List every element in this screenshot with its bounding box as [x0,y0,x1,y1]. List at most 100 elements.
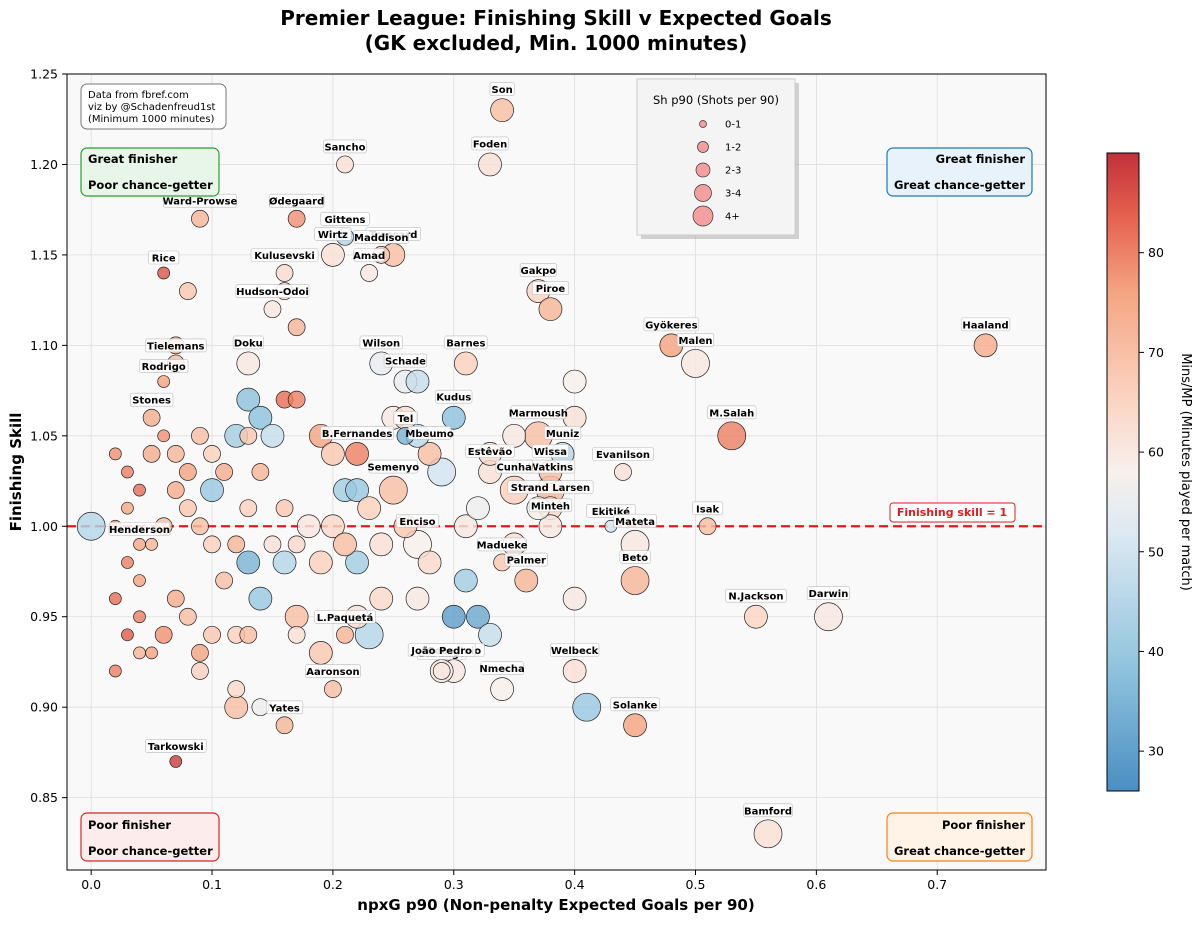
quadrant-bottom-left-line-2: Poor chance-getter [88,844,213,858]
colorbar-label: Mins/MP (Minutes played per match) [1178,353,1193,591]
point-label-box [543,426,582,440]
colorbar-tick-label: 60 [1148,445,1164,460]
scatter-point [345,478,369,502]
player-point [514,568,539,593]
x-axis-label: npxG p90 (Non-penalty Expected Goals per… [357,896,754,914]
point-label-box [643,317,700,332]
point-label-box [392,411,418,425]
scatter-point [166,589,185,608]
scatter-point [287,625,306,644]
scatter-point [203,535,221,554]
quadrant-bottom-right-line-1: Poor finisher [942,818,1025,832]
point-label: M.Salah [709,408,754,419]
quadrant-bottom-right: Poor finisher Great chance-getter [886,812,1033,862]
point-label-box [139,359,189,373]
point-label: Minteh [531,501,570,512]
point-label: Darwin [809,589,849,600]
size-legend-label: 2-3 [725,166,741,177]
scatter-point [191,662,209,680]
point-label-box [235,284,310,298]
source-note-line-3: (Minimum 1000 minutes) [88,114,215,125]
point-label: Rodrigo [142,362,186,373]
scatter-point [572,692,602,722]
point-label: Cunha [496,463,531,474]
scatter-point [321,514,345,539]
scatter-point [357,496,382,521]
player-point [263,300,282,319]
scatter-point [248,405,273,430]
point-label-box [465,444,515,458]
y-tick-label: 1.10 [30,338,58,353]
scatter-point [133,574,146,587]
player-point [360,264,379,282]
player-point [169,755,183,768]
point-label: Solanke [613,700,658,711]
point-label-box [320,426,394,440]
y-tick-label: 1.25 [30,67,58,82]
scatter-point [466,496,490,521]
point-label-box [743,803,793,818]
scatter-point [203,445,221,463]
scatter-point [287,318,306,337]
player-point [275,264,294,282]
scatter-point [236,387,261,412]
x-tick-label: 0.5 [686,877,706,892]
point-label: Welbeck [551,646,599,657]
point-label: Hudson-Odoi [236,287,309,298]
size-legend: Sh p90 (Shots per 90) 0-1 1-2 2-3 3-4 4+ [636,78,799,239]
point-label: Son [492,85,513,96]
point-label-box [592,447,654,461]
point-label-box [368,459,418,474]
scatter-point [142,445,161,463]
point-label: Aaronson [306,667,359,678]
point-label-box [495,459,533,474]
point-label: Wirtz [318,230,348,241]
point-label: Tel [398,414,414,425]
point-label: Gittens [324,215,365,226]
scatter-point [308,641,333,665]
player-point [336,625,354,644]
reference-line-label-text: Finishing skill = 1 [897,506,1007,519]
scatter-point [284,604,309,629]
scatter-point [121,628,134,642]
size-legend-label: 3-4 [725,189,741,200]
point-label: Haaland [962,320,1008,331]
size-legend-label: 4+ [725,212,740,223]
player-point [142,408,161,427]
point-label: Stones [132,396,171,407]
scatter-point [215,463,233,481]
scatter-point [296,514,321,539]
point-label-box [610,697,660,712]
scatter-point [260,423,285,448]
quadrant-top-left-line-1: Great finisher [88,152,178,166]
point-label: Barnes [446,338,485,349]
scatter-point [145,646,158,660]
player-point [478,152,502,177]
scatter-point [239,426,258,445]
player-point [441,405,466,430]
player-point [321,243,345,267]
player-point [698,517,717,536]
point-label-box [531,281,570,295]
point-label: Foden [473,139,507,150]
point-label-box [477,537,527,552]
point-label: João Pedro [410,646,472,657]
point-label-box [480,661,524,675]
point-label-box [130,392,174,407]
scatter-point [478,622,502,647]
scatter-point [369,532,394,557]
colorbar-tick-label: 30 [1148,744,1164,759]
scatter-point [179,607,197,626]
colorbar-tick-label: 50 [1148,544,1164,559]
player-point [814,602,843,632]
chart-title: Premier League: Finishing Skill v Expect… [280,6,832,30]
point-label: Schade [385,357,426,368]
size-legend-label: 0-1 [725,120,741,131]
x-tick-label: 0.2 [323,877,343,892]
point-label-box [692,501,724,516]
point-label-box [320,212,370,226]
point-label: Wissa [534,447,567,458]
x-tick-label: 0.7 [927,877,947,892]
